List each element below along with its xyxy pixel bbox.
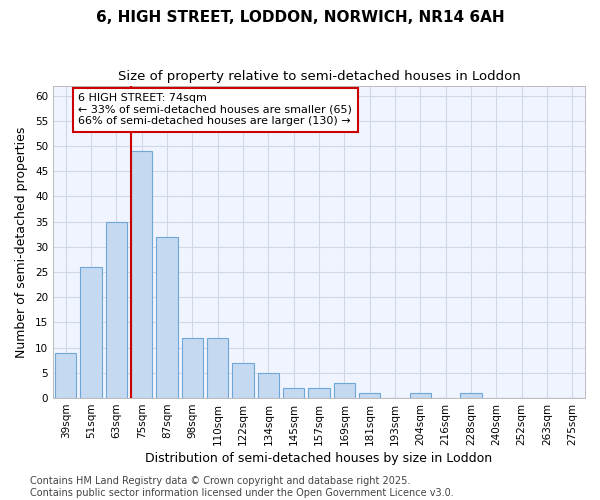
Bar <box>156 237 178 398</box>
Text: Contains HM Land Registry data © Crown copyright and database right 2025.
Contai: Contains HM Land Registry data © Crown c… <box>30 476 454 498</box>
Bar <box>460 393 482 398</box>
Bar <box>207 338 229 398</box>
Text: 6, HIGH STREET, LODDON, NORWICH, NR14 6AH: 6, HIGH STREET, LODDON, NORWICH, NR14 6A… <box>95 10 505 25</box>
Bar <box>334 383 355 398</box>
Bar <box>308 388 330 398</box>
Bar <box>257 373 279 398</box>
Bar <box>131 151 152 398</box>
Bar <box>359 393 380 398</box>
Bar <box>410 393 431 398</box>
X-axis label: Distribution of semi-detached houses by size in Loddon: Distribution of semi-detached houses by … <box>145 452 493 465</box>
Title: Size of property relative to semi-detached houses in Loddon: Size of property relative to semi-detach… <box>118 70 520 83</box>
Text: 6 HIGH STREET: 74sqm
← 33% of semi-detached houses are smaller (65)
66% of semi-: 6 HIGH STREET: 74sqm ← 33% of semi-detac… <box>79 93 352 126</box>
Y-axis label: Number of semi-detached properties: Number of semi-detached properties <box>15 126 28 358</box>
Bar <box>80 267 102 398</box>
Bar <box>283 388 304 398</box>
Bar <box>106 222 127 398</box>
Bar <box>182 338 203 398</box>
Bar <box>55 352 76 398</box>
Bar <box>232 363 254 398</box>
